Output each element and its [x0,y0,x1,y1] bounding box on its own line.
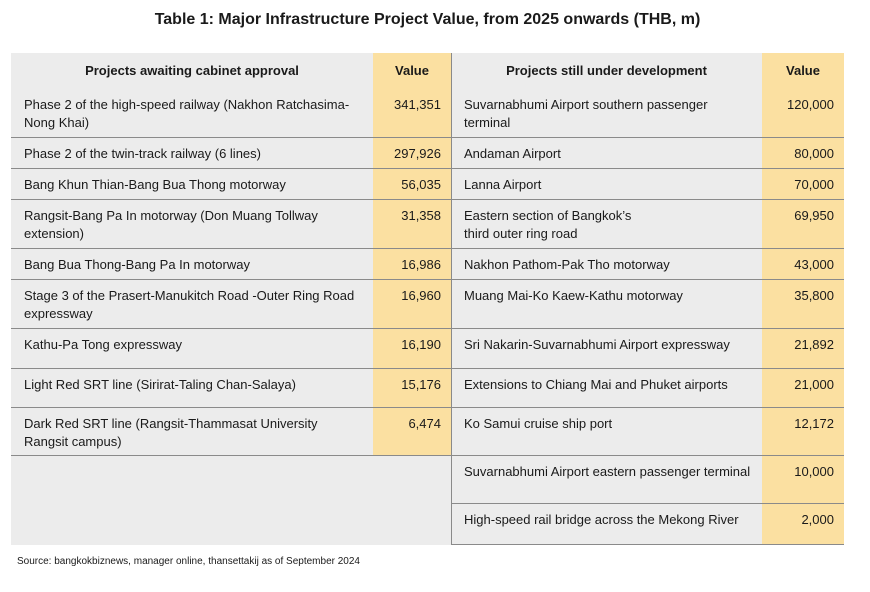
right_table-header-project: Projects still under development [451,53,762,89]
row-divider [451,368,844,369]
row-divider [451,168,844,169]
table-row-value: 31,358 [373,200,451,249]
table-row-value: 35,800 [762,280,844,329]
table-row-value: 2,000 [762,504,844,545]
table-row-value: 56,035 [373,169,451,200]
table-row-value: 16,960 [373,280,451,329]
table-row-project: Bang Bua Thong-Bang Pa In motorway [11,249,373,280]
table-row-value: 21,892 [762,329,844,369]
row-divider [451,248,844,249]
table-separator [451,53,452,545]
row-divider [451,503,844,504]
left_table-header-value: Value [373,53,451,89]
row-divider [11,328,451,329]
table-row-value: 16,986 [373,249,451,280]
table-row-project: Phase 2 of the high-speed railway (Nakho… [11,89,373,138]
table-row-project: Sri Nakarin-Suvarnabhumi Airport express… [451,329,762,369]
table-row-project: Eastern section of Bangkok’s third outer… [451,200,762,249]
table-row-project: Suvarnabhumi Airport eastern passenger t… [451,456,762,504]
left_table-header-project: Projects awaiting cabinet approval [11,53,373,89]
row-divider [451,279,844,280]
row-divider [11,137,451,138]
table-row-value: 341,351 [373,89,451,138]
table-row-project: Phase 2 of the twin-track railway (6 lin… [11,138,373,169]
table-row-project: Stage 3 of the Prasert-Manukitch Road -O… [11,280,373,329]
table-row-value: 80,000 [762,138,844,169]
table-row-project: Nakhon Pathom-Pak Tho motorway [451,249,762,280]
row-divider [11,199,451,200]
row-divider [11,168,451,169]
infrastructure-table: Projects awaiting cabinet approval Value P… [11,53,844,545]
left_table-empty-area [11,456,451,545]
table-row-value: 297,926 [373,138,451,169]
table-title: Table 1: Major Infrastructure Project Va… [154,11,701,28]
row-divider [451,137,844,138]
table-row-value: 12,172 [762,408,844,456]
source-note: Source: bangkokbiznews, manager online, … [17,556,360,567]
table-row-project: Rangsit-Bang Pa In motorway (Don Muang T… [11,200,373,249]
table-row-value: 16,190 [373,329,451,369]
table-row-project: Suvarnabhumi Airport southern passenger … [451,89,762,138]
row-divider [11,279,451,280]
right_table-header-value: Value [762,53,844,89]
row-divider [11,407,451,408]
table-row-project: Kathu-Pa Tong expressway [11,329,373,369]
table-row-value: 6,474 [373,408,451,456]
table-row-project: Lanna Airport [451,169,762,200]
table-row-project: Ko Samui cruise ship port [451,408,762,456]
table-row-value: 21,000 [762,369,844,408]
table-row-project: Muang Mai-Ko Kaew-Kathu motorway [451,280,762,329]
table-row-project: Dark Red SRT line (Rangsit-Thammasat Uni… [11,408,373,456]
table-row-value: 15,176 [373,369,451,408]
table-row-value: 10,000 [762,456,844,504]
table-row-project: Light Red SRT line (Sirirat-Taling Chan-… [11,369,373,408]
table-row-value: 120,000 [762,89,844,138]
table-row-project: Andaman Airport [451,138,762,169]
row-divider [11,248,451,249]
row-divider [11,368,451,369]
table-row-project: Extensions to Chiang Mai and Phuket airp… [451,369,762,408]
row-divider [451,199,844,200]
table-row-project: Bang Khun Thian-Bang Bua Thong motorway [11,169,373,200]
row-divider [451,544,844,545]
row-divider [451,328,844,329]
table-row-value: 43,000 [762,249,844,280]
table-row-value: 69,950 [762,200,844,249]
row-divider [451,407,844,408]
table-row-project: High-speed rail bridge across the Mekong… [451,504,762,545]
row-divider [451,455,844,456]
table-row-value: 70,000 [762,169,844,200]
row-divider [11,455,451,456]
